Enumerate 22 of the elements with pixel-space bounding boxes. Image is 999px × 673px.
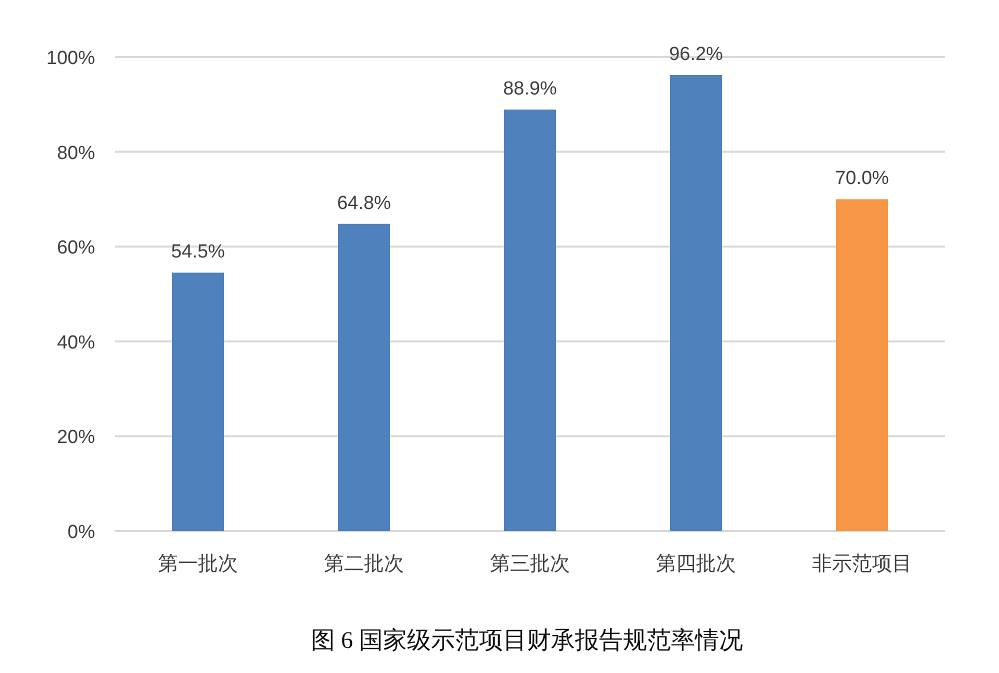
bar [504,110,556,531]
y-tick-label: 100% [46,48,96,69]
data-label: 70.0% [835,168,890,190]
text: 图 6 国家级示范项目财承报告规范率情况 [311,627,743,654]
y-tick-label: 40% [56,332,96,354]
x-tick-label: 第一批次 [158,553,238,575]
x-tick-label: 非示范项目 [812,553,912,575]
y-tick-label: 80% [56,142,96,164]
data-label: 88.9% [503,78,558,100]
data-label: 64.8% [337,192,392,214]
bar [670,75,722,531]
bar [338,224,390,531]
x-tick-label: 第二批次 [324,553,404,575]
data-label: 96.2% [669,44,724,66]
y-tick-label: 60% [56,238,96,259]
y-tick-label: 20% [56,427,96,448]
data-label: 54.5% [171,242,226,263]
x-tick-label: 第四批次 [656,553,736,575]
y-tick-label: 0% [68,522,96,543]
bar [836,199,888,531]
bar [172,272,224,531]
x-tick-label: 第三批次 [490,553,570,575]
